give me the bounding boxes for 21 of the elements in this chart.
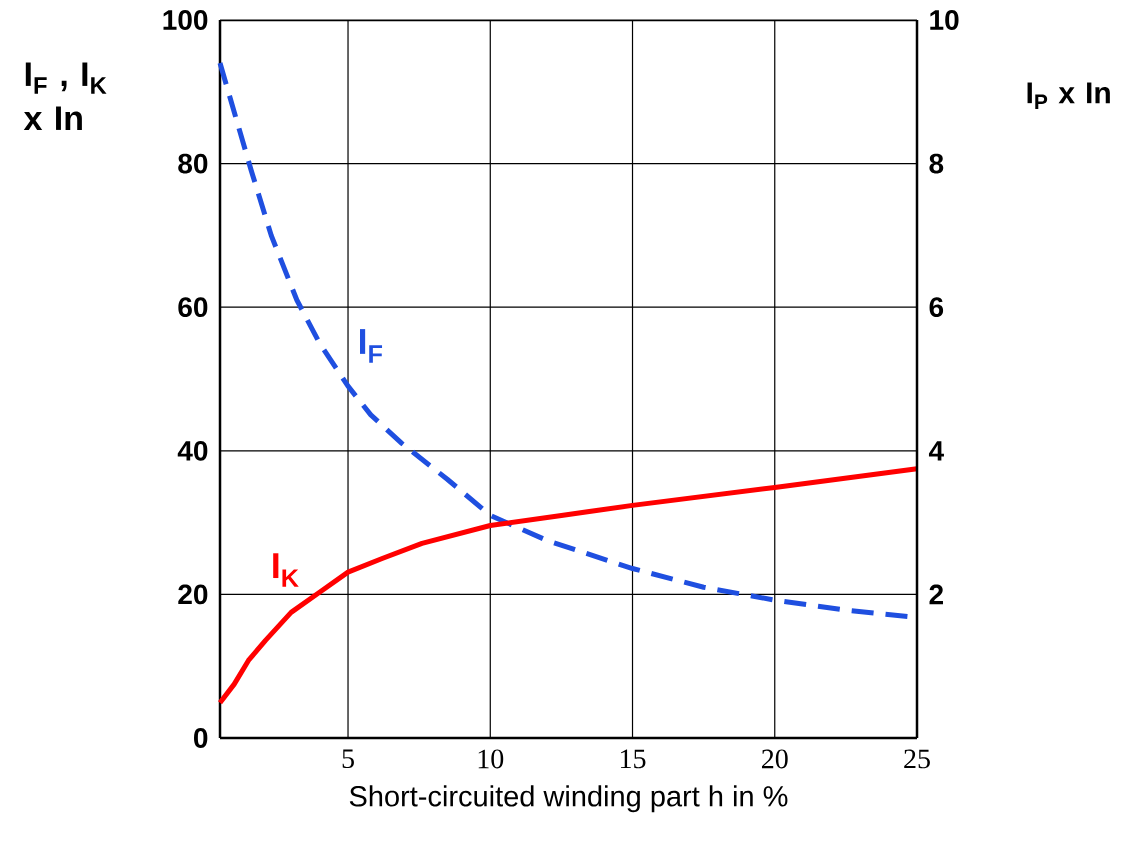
x-tick-label: 20	[761, 749, 788, 769]
y2-axis-title: I$_{P}$ x In	[1027, 82, 1110, 110]
y-tick-label: 100	[163, 10, 208, 30]
x-tick-label: 5	[342, 749, 354, 769]
x-tick-label: 15	[620, 749, 646, 769]
y-axis-title: I$_{F}$ , I$_{K}$ x In	[23, 62, 107, 130]
y-tick-label: 0	[194, 728, 208, 748]
series-label: I$_{K}$	[273, 553, 299, 587]
x-axis-title: Short-circuited winding part h in %	[349, 785, 788, 813]
x-tick-label: 25	[904, 749, 930, 769]
y-tick-label: 40	[177, 440, 208, 461]
y2-tick-label: 8	[929, 153, 944, 174]
y2-tick-label: 4	[928, 441, 944, 461]
y2-tick-label: 2	[929, 584, 943, 605]
y2-tick-label: 10	[930, 10, 959, 30]
x-tick-label: 10	[478, 749, 504, 769]
series-label: I$_{F}$	[359, 329, 383, 363]
y-tick-label: 80	[178, 153, 208, 174]
y2-tick-label: 6	[929, 297, 944, 318]
y-tick-label: 60	[178, 297, 208, 318]
y-tick-label: 20	[178, 584, 208, 605]
